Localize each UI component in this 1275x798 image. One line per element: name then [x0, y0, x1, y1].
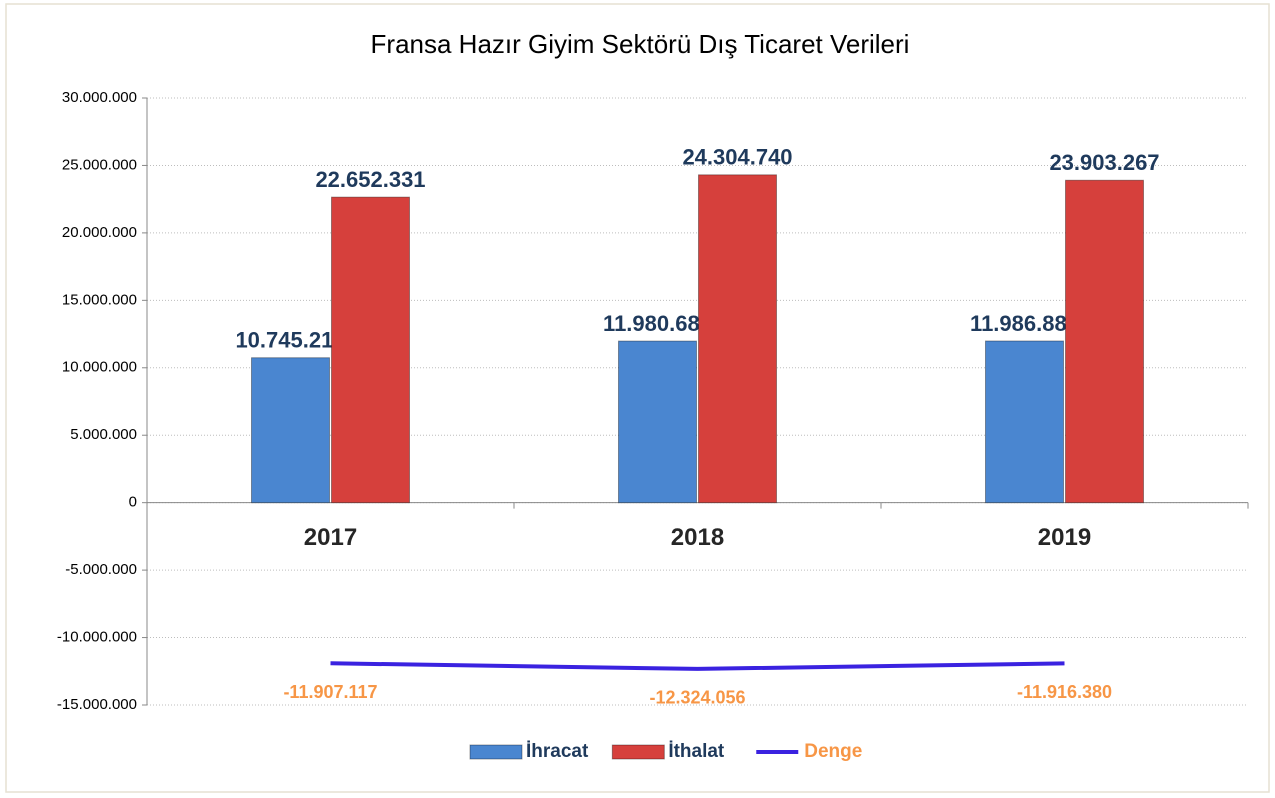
legend-label: İthalat [668, 741, 725, 762]
x-tick-label: 2017 [304, 524, 357, 551]
bar [698, 174, 777, 504]
data-label: -12.324.056 [649, 688, 745, 708]
data-label: -11.916.380 [1017, 682, 1112, 702]
line [330, 661, 1065, 671]
data-label: 22.652.331 [315, 167, 425, 192]
y-tick-label: 15.000.000 [62, 291, 137, 308]
x-tick-label: 2019 [1038, 524, 1091, 551]
y-tick-label: 30.000.000 [62, 89, 137, 106]
data-label: 11.986.887 [970, 311, 1079, 336]
bar [251, 357, 330, 504]
y-tick-label: 25.000.000 [62, 156, 137, 173]
legend-label: Denge [804, 741, 862, 762]
y-tick-label: 0 [129, 494, 137, 511]
data-label: -11.907.117 [283, 682, 377, 702]
y-tick-label: 5.000.000 [70, 426, 137, 443]
data-label: 10.745.214 [235, 328, 346, 353]
bar [331, 196, 410, 504]
legend-swatch [469, 744, 523, 760]
bar [985, 340, 1064, 504]
y-tick-label: -5.000.000 [65, 561, 137, 578]
chart-title: Fransa Hazır Giyim Sektörü Dış Ticaret V… [371, 29, 910, 59]
data-label: 11.980.684 [603, 311, 713, 336]
y-tick-label: -10.000.000 [57, 629, 137, 646]
bar [1065, 179, 1144, 504]
data-label: 24.304.740 [682, 145, 792, 170]
y-tick-label: 20.000.000 [62, 224, 137, 241]
y-tick-label: -15.000.000 [57, 696, 137, 713]
y-tick-label: 10.000.000 [62, 359, 137, 376]
bar [618, 340, 697, 504]
data-label: 23.903.267 [1049, 150, 1159, 175]
legend-swatch [611, 744, 665, 760]
x-tick-label: 2018 [671, 524, 724, 551]
legend-label: İhracat [526, 741, 589, 762]
